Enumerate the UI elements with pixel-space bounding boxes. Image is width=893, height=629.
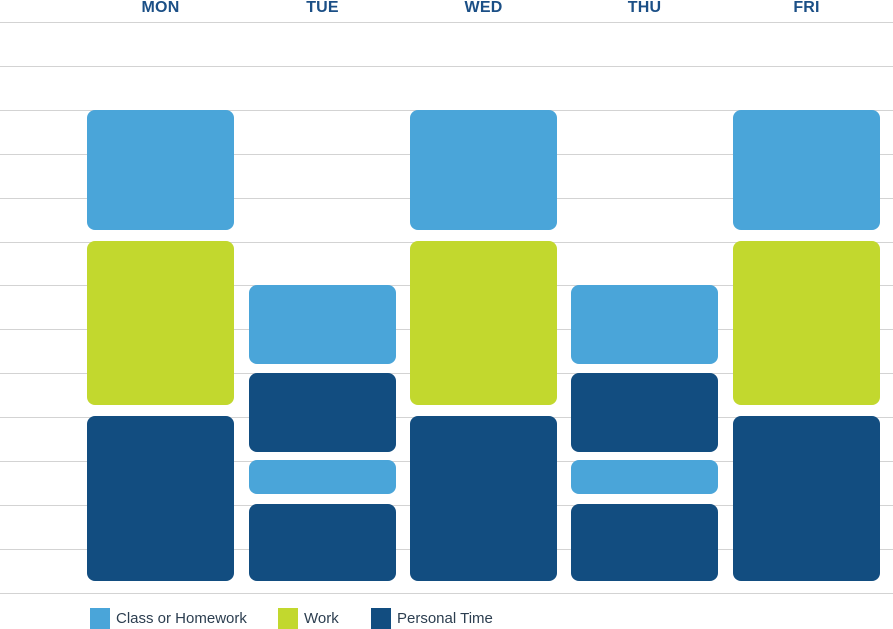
schedule-block-thu-class-or-homework: [571, 285, 718, 364]
schedule-block-fri-personal-time: [733, 416, 880, 581]
legend-label-work: Work: [304, 610, 339, 627]
day-header-tue: TUE: [306, 0, 339, 16]
schedule-block-mon-class-or-homework: [87, 110, 234, 230]
legend-label-personal-time: Personal Time: [397, 610, 493, 627]
grid-line: [0, 66, 893, 67]
schedule-block-fri-class-or-homework: [733, 110, 880, 230]
legend-swatch-class-or-homework: [90, 608, 110, 629]
day-header-thu: THU: [627, 0, 662, 16]
schedule-block-wed-personal-time: [410, 416, 557, 581]
schedule-block-tue-personal-time: [249, 373, 396, 452]
legend-swatch-work: [278, 608, 298, 629]
grid-line: [0, 593, 893, 594]
schedule-block-thu-class-or-homework: [571, 460, 718, 494]
schedule-block-tue-personal-time: [249, 504, 396, 581]
schedule-block-mon-personal-time: [87, 416, 234, 581]
schedule-block-thu-personal-time: [571, 504, 718, 581]
schedule-block-thu-personal-time: [571, 373, 718, 452]
day-header-wed: WED: [464, 0, 503, 16]
schedule-block-tue-class-or-homework: [249, 460, 396, 494]
schedule-block-tue-class-or-homework: [249, 285, 396, 364]
legend-swatch-personal-time: [371, 608, 391, 629]
grid-line: [0, 22, 893, 23]
schedule-block-wed-work: [410, 241, 557, 405]
day-header-mon: MON: [141, 0, 180, 16]
schedule-block-wed-class-or-homework: [410, 110, 557, 230]
legend-label-class-or-homework: Class or Homework: [116, 610, 247, 627]
schedule-block-fri-work: [733, 241, 880, 405]
day-header-fri: FRI: [793, 0, 820, 16]
schedule-block-mon-work: [87, 241, 234, 405]
